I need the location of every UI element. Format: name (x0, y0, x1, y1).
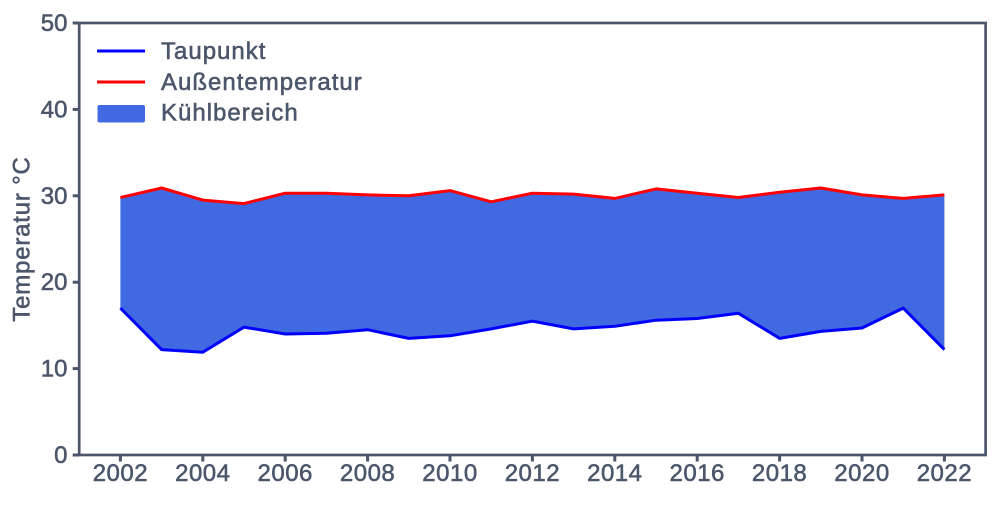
svg-text:2006: 2006 (258, 460, 313, 487)
svg-text:40: 40 (41, 96, 68, 123)
svg-text:50: 50 (41, 10, 68, 37)
svg-text:Temperatur °C: Temperatur °C (9, 156, 36, 321)
svg-text:2010: 2010 (422, 460, 477, 487)
svg-text:2014: 2014 (587, 460, 642, 487)
svg-text:0: 0 (54, 442, 67, 469)
svg-text:2008: 2008 (340, 460, 395, 487)
svg-text:Kühlbereich: Kühlbereich (161, 100, 299, 127)
svg-text:2020: 2020 (834, 460, 889, 487)
svg-text:2022: 2022 (917, 460, 972, 487)
svg-text:2004: 2004 (175, 460, 230, 487)
svg-text:2018: 2018 (752, 460, 807, 487)
svg-text:2002: 2002 (93, 460, 148, 487)
svg-text:30: 30 (41, 183, 68, 210)
svg-text:2016: 2016 (670, 460, 725, 487)
svg-text:20: 20 (41, 269, 68, 296)
svg-text:10: 10 (41, 356, 68, 383)
svg-text:2012: 2012 (505, 460, 560, 487)
svg-text:Taupunkt: Taupunkt (161, 38, 266, 65)
svg-text:Außentemperatur: Außentemperatur (161, 69, 363, 96)
